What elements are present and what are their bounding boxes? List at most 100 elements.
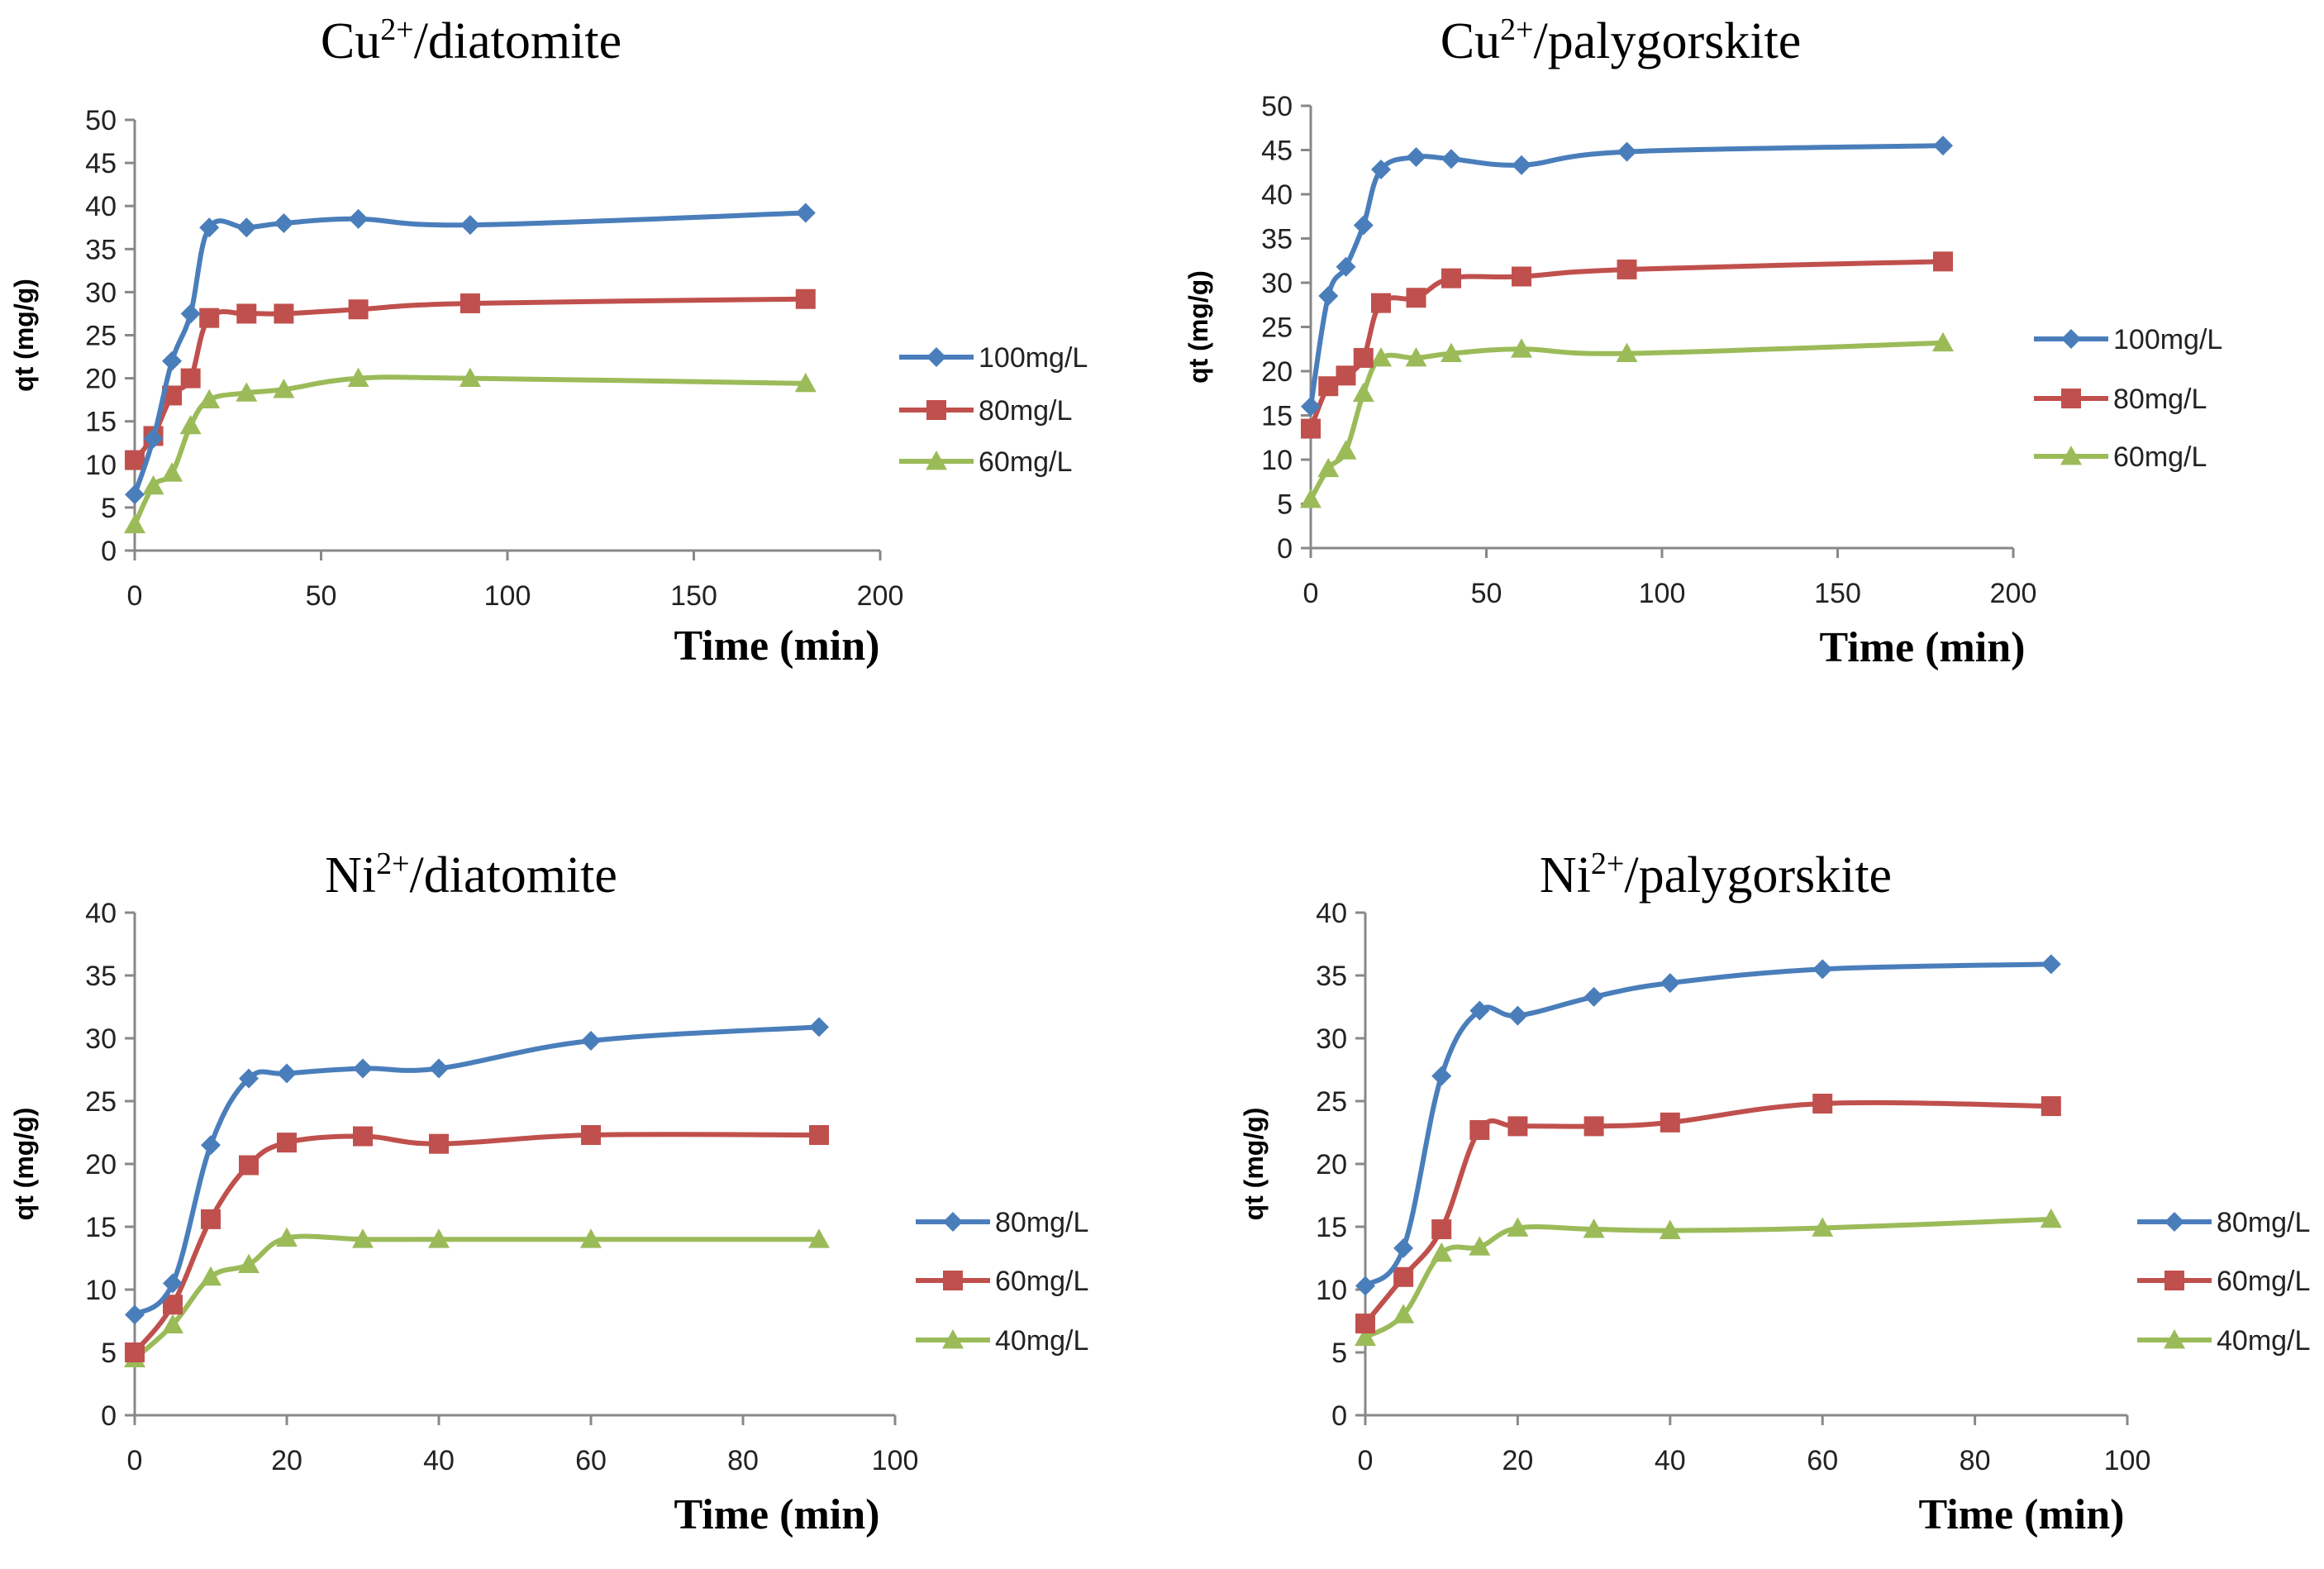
legend-label: 40mg/L xyxy=(2217,1325,2310,1357)
data-point xyxy=(162,1314,183,1333)
y-tick-label: 0 xyxy=(101,1400,117,1432)
data-point xyxy=(353,1058,373,1079)
data-point xyxy=(1932,331,1954,352)
data-point xyxy=(162,351,183,371)
y-tick-label: 35 xyxy=(85,234,117,265)
data-point xyxy=(276,1227,298,1247)
y-tick-label: 25 xyxy=(85,321,117,352)
legend-marker xyxy=(926,347,946,367)
y-tick-label: 25 xyxy=(1316,1086,1347,1118)
data-point xyxy=(124,513,145,534)
data-point xyxy=(1512,155,1531,175)
series-60mg/L xyxy=(124,367,817,534)
data-point xyxy=(1406,288,1426,308)
legend-label: 80mg/L xyxy=(2217,1207,2310,1238)
x-tick-label: 0 xyxy=(1303,578,1319,609)
x-tick-label: 20 xyxy=(271,1445,302,1476)
chart-title: Ni2+/diatomite xyxy=(325,846,617,904)
legend-label: 100mg/L xyxy=(979,342,1088,374)
data-point xyxy=(1507,1005,1528,1026)
y-tick-label: 35 xyxy=(85,961,117,992)
x-tick-label: 40 xyxy=(423,1445,455,1476)
y-tick-label: 20 xyxy=(85,1149,117,1180)
legend-marker xyxy=(2164,1212,2184,1232)
data-point xyxy=(1507,1217,1529,1237)
x-tick-label: 20 xyxy=(1502,1445,1533,1476)
data-point xyxy=(1441,342,1462,362)
data-point xyxy=(348,299,369,320)
y-tick-label: 5 xyxy=(101,1338,117,1369)
legend-entry: 80mg/L xyxy=(916,1207,1088,1238)
data-point xyxy=(1660,973,1680,994)
data-point xyxy=(347,367,369,387)
legend-label: 60mg/L xyxy=(2113,441,2207,473)
data-point xyxy=(1617,141,1637,162)
legend-entry: 60mg/L xyxy=(2034,441,2207,473)
x-tick-label: 0 xyxy=(127,1445,143,1476)
y-tick-label: 15 xyxy=(85,407,117,438)
legend-entry: 80mg/L xyxy=(2034,384,2207,415)
data-point xyxy=(1335,440,1357,460)
data-point xyxy=(180,368,201,389)
data-point xyxy=(1469,1119,1490,1140)
x-tick-label: 0 xyxy=(127,580,143,612)
data-point xyxy=(125,450,145,470)
y-tick-label: 40 xyxy=(85,191,117,222)
legend-marker xyxy=(942,1329,964,1349)
data-point xyxy=(1318,376,1339,397)
y-tick-label: 0 xyxy=(101,536,117,567)
y-tick-label: 30 xyxy=(1316,1023,1347,1055)
data-point xyxy=(239,1155,259,1176)
data-point xyxy=(581,1125,601,1146)
x-axis-label: Time (min) xyxy=(1919,1491,2125,1538)
series-line xyxy=(1363,1099,2051,1325)
data-point xyxy=(200,1266,221,1286)
chart-svg: Cu2+/diatomite 0 5 10 15 20 25 30 35 40 45 50 0 50 100… xyxy=(9,12,1088,670)
legend-entry: 100mg/L xyxy=(2034,324,2222,355)
x-tick-label: 60 xyxy=(1807,1445,1838,1476)
y-axis-label: qt (mg/g) xyxy=(1239,1108,1269,1221)
series-100mg/L xyxy=(125,203,816,505)
data-point xyxy=(236,382,258,402)
y-axis-label: qt (mg/g) xyxy=(1183,270,1213,384)
data-point xyxy=(1812,959,1833,980)
x-tick-label: 50 xyxy=(1471,578,1503,609)
series-60mg/L xyxy=(125,1125,829,1362)
data-point xyxy=(1317,457,1340,478)
data-point xyxy=(274,213,294,234)
data-point xyxy=(201,1135,221,1156)
data-point xyxy=(239,1068,259,1089)
data-point xyxy=(459,367,481,387)
data-point xyxy=(460,293,480,313)
y-tick-label: 40 xyxy=(85,898,117,929)
x-tick-label: 100 xyxy=(484,580,531,612)
data-point xyxy=(794,372,817,393)
y-tick-label: 10 xyxy=(1316,1275,1347,1306)
data-point xyxy=(581,1031,601,1052)
data-point xyxy=(1405,346,1427,367)
data-point xyxy=(352,1228,374,1248)
data-point xyxy=(429,1058,449,1079)
data-point xyxy=(274,303,294,324)
data-point xyxy=(1441,149,1461,169)
chart-ni-diatomite: Ni2+/diatomite 0 5 10 15 20 25 30 35 40 0 20 40 60 80 1… xyxy=(0,784,1162,1569)
legend-entry: 80mg/L xyxy=(899,395,1072,427)
legend-marker xyxy=(2061,389,2081,408)
y-tick-label: 25 xyxy=(85,1086,117,1118)
y-tick-label: 35 xyxy=(1316,961,1347,992)
y-tick-label: 15 xyxy=(1316,1212,1347,1243)
legend-marker xyxy=(926,451,947,470)
y-tick-label: 10 xyxy=(85,450,117,481)
data-point xyxy=(179,414,202,435)
x-axis-label: Time (min) xyxy=(1820,624,2026,671)
data-point xyxy=(1583,1218,1605,1238)
y-tick-label: 30 xyxy=(85,277,117,308)
series-100mg/L xyxy=(1301,136,1953,417)
data-point xyxy=(199,308,220,328)
chart-cu-diatomite: Cu2+/diatomite 0 5 10 15 20 25 30 35 40 45 50 0 50 100… xyxy=(0,0,1162,784)
data-point xyxy=(1431,1066,1452,1086)
chart-title: Cu2+/palygorskite xyxy=(1441,12,1802,69)
x-tick-label: 0 xyxy=(1358,1445,1374,1476)
series-line xyxy=(132,1132,820,1354)
data-point xyxy=(1371,293,1391,313)
